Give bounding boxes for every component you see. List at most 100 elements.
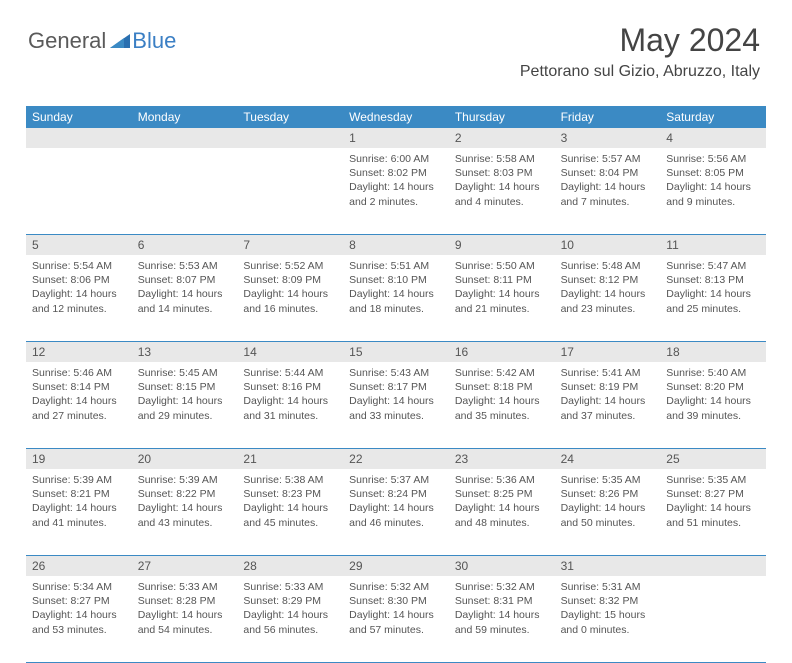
- sunset-text: Sunset: 8:03 PM: [455, 166, 549, 180]
- day-cell: [237, 148, 343, 234]
- day-cell: Sunrise: 5:34 AMSunset: 8:27 PMDaylight:…: [26, 576, 132, 662]
- day-number-row: 12131415161718: [26, 342, 766, 362]
- weekday-header: Thursday: [449, 106, 555, 128]
- day-cell: Sunrise: 5:36 AMSunset: 8:25 PMDaylight:…: [449, 469, 555, 555]
- day-cell: [660, 576, 766, 662]
- day-cell: Sunrise: 5:40 AMSunset: 8:20 PMDaylight:…: [660, 362, 766, 448]
- sunrise-text: Sunrise: 5:40 AM: [666, 366, 760, 380]
- day-number: 8: [343, 235, 449, 255]
- daylight-text: Daylight: 14 hours and 12 minutes.: [32, 287, 126, 315]
- sunrise-text: Sunrise: 5:33 AM: [243, 580, 337, 594]
- day-cell: Sunrise: 5:48 AMSunset: 8:12 PMDaylight:…: [555, 255, 661, 341]
- sunset-text: Sunset: 8:09 PM: [243, 273, 337, 287]
- daylight-text: Daylight: 14 hours and 4 minutes.: [455, 180, 549, 208]
- daylight-text: Daylight: 14 hours and 45 minutes.: [243, 501, 337, 529]
- weekday-header: Wednesday: [343, 106, 449, 128]
- weekday-header: Friday: [555, 106, 661, 128]
- sunrise-text: Sunrise: 5:39 AM: [138, 473, 232, 487]
- day-number: 17: [555, 342, 661, 362]
- weekday-header: Tuesday: [237, 106, 343, 128]
- day-number: 2: [449, 128, 555, 148]
- day-cell: Sunrise: 5:41 AMSunset: 8:19 PMDaylight:…: [555, 362, 661, 448]
- day-cell: Sunrise: 5:32 AMSunset: 8:30 PMDaylight:…: [343, 576, 449, 662]
- day-number: 26: [26, 556, 132, 576]
- sunset-text: Sunset: 8:12 PM: [561, 273, 655, 287]
- sunset-text: Sunset: 8:28 PM: [138, 594, 232, 608]
- daylight-text: Daylight: 14 hours and 7 minutes.: [561, 180, 655, 208]
- weekday-header: Saturday: [660, 106, 766, 128]
- daylight-text: Daylight: 14 hours and 48 minutes.: [455, 501, 549, 529]
- day-number: 21: [237, 449, 343, 469]
- daylight-text: Daylight: 14 hours and 54 minutes.: [138, 608, 232, 636]
- day-number: [26, 128, 132, 148]
- logo-triangle-icon: [110, 30, 130, 53]
- sunset-text: Sunset: 8:15 PM: [138, 380, 232, 394]
- daylight-text: Daylight: 14 hours and 29 minutes.: [138, 394, 232, 422]
- daylight-text: Daylight: 14 hours and 27 minutes.: [32, 394, 126, 422]
- calendar-grid: Sunday Monday Tuesday Wednesday Thursday…: [26, 106, 766, 663]
- day-cell: Sunrise: 5:35 AMSunset: 8:27 PMDaylight:…: [660, 469, 766, 555]
- sunset-text: Sunset: 8:18 PM: [455, 380, 549, 394]
- sunset-text: Sunset: 8:06 PM: [32, 273, 126, 287]
- sunset-text: Sunset: 8:27 PM: [32, 594, 126, 608]
- daylight-text: Daylight: 14 hours and 41 minutes.: [32, 501, 126, 529]
- daylight-text: Daylight: 14 hours and 33 minutes.: [349, 394, 443, 422]
- sunset-text: Sunset: 8:20 PM: [666, 380, 760, 394]
- day-cell: Sunrise: 5:53 AMSunset: 8:07 PMDaylight:…: [132, 255, 238, 341]
- daylight-text: Daylight: 14 hours and 23 minutes.: [561, 287, 655, 315]
- weekday-header-row: Sunday Monday Tuesday Wednesday Thursday…: [26, 106, 766, 128]
- sunrise-text: Sunrise: 5:41 AM: [561, 366, 655, 380]
- day-cell: Sunrise: 5:56 AMSunset: 8:05 PMDaylight:…: [660, 148, 766, 234]
- day-number: 28: [237, 556, 343, 576]
- header-right: May 2024 Pettorano sul Gizio, Abruzzo, I…: [520, 22, 760, 81]
- day-number: [237, 128, 343, 148]
- sunrise-text: Sunrise: 5:32 AM: [455, 580, 549, 594]
- sunset-text: Sunset: 8:14 PM: [32, 380, 126, 394]
- day-number: 13: [132, 342, 238, 362]
- day-cell: Sunrise: 5:33 AMSunset: 8:28 PMDaylight:…: [132, 576, 238, 662]
- sunrise-text: Sunrise: 5:45 AM: [138, 366, 232, 380]
- day-cell: [26, 148, 132, 234]
- day-number-row: 567891011: [26, 235, 766, 255]
- day-number: 16: [449, 342, 555, 362]
- sunset-text: Sunset: 8:17 PM: [349, 380, 443, 394]
- day-number-row: 19202122232425: [26, 449, 766, 469]
- location-subtitle: Pettorano sul Gizio, Abruzzo, Italy: [520, 63, 760, 81]
- day-cell: Sunrise: 5:54 AMSunset: 8:06 PMDaylight:…: [26, 255, 132, 341]
- sunset-text: Sunset: 8:19 PM: [561, 380, 655, 394]
- daylight-text: Daylight: 14 hours and 46 minutes.: [349, 501, 443, 529]
- week-row: Sunrise: 5:34 AMSunset: 8:27 PMDaylight:…: [26, 576, 766, 663]
- daylight-text: Daylight: 14 hours and 14 minutes.: [138, 287, 232, 315]
- day-cell: Sunrise: 5:57 AMSunset: 8:04 PMDaylight:…: [555, 148, 661, 234]
- day-number: 15: [343, 342, 449, 362]
- sunset-text: Sunset: 8:32 PM: [561, 594, 655, 608]
- sunrise-text: Sunrise: 5:50 AM: [455, 259, 549, 273]
- day-cell: Sunrise: 5:58 AMSunset: 8:03 PMDaylight:…: [449, 148, 555, 234]
- day-cell: Sunrise: 5:38 AMSunset: 8:23 PMDaylight:…: [237, 469, 343, 555]
- daylight-text: Daylight: 14 hours and 2 minutes.: [349, 180, 443, 208]
- day-cell: Sunrise: 5:39 AMSunset: 8:21 PMDaylight:…: [26, 469, 132, 555]
- day-number-row: 1234: [26, 128, 766, 148]
- week-row: Sunrise: 5:54 AMSunset: 8:06 PMDaylight:…: [26, 255, 766, 342]
- day-number: 10: [555, 235, 661, 255]
- daylight-text: Daylight: 14 hours and 31 minutes.: [243, 394, 337, 422]
- day-cell: Sunrise: 5:51 AMSunset: 8:10 PMDaylight:…: [343, 255, 449, 341]
- day-number: 11: [660, 235, 766, 255]
- sunset-text: Sunset: 8:30 PM: [349, 594, 443, 608]
- sunrise-text: Sunrise: 5:37 AM: [349, 473, 443, 487]
- daylight-text: Daylight: 14 hours and 9 minutes.: [666, 180, 760, 208]
- day-number: 6: [132, 235, 238, 255]
- sunset-text: Sunset: 8:16 PM: [243, 380, 337, 394]
- day-number: 30: [449, 556, 555, 576]
- week-row: Sunrise: 5:39 AMSunset: 8:21 PMDaylight:…: [26, 469, 766, 556]
- sunset-text: Sunset: 8:24 PM: [349, 487, 443, 501]
- sunset-text: Sunset: 8:10 PM: [349, 273, 443, 287]
- day-cell: Sunrise: 5:44 AMSunset: 8:16 PMDaylight:…: [237, 362, 343, 448]
- sunset-text: Sunset: 8:07 PM: [138, 273, 232, 287]
- day-cell: Sunrise: 5:39 AMSunset: 8:22 PMDaylight:…: [132, 469, 238, 555]
- sunset-text: Sunset: 8:21 PM: [32, 487, 126, 501]
- daylight-text: Daylight: 14 hours and 59 minutes.: [455, 608, 549, 636]
- sunrise-text: Sunrise: 5:42 AM: [455, 366, 549, 380]
- sunset-text: Sunset: 8:22 PM: [138, 487, 232, 501]
- month-title: May 2024: [520, 22, 760, 59]
